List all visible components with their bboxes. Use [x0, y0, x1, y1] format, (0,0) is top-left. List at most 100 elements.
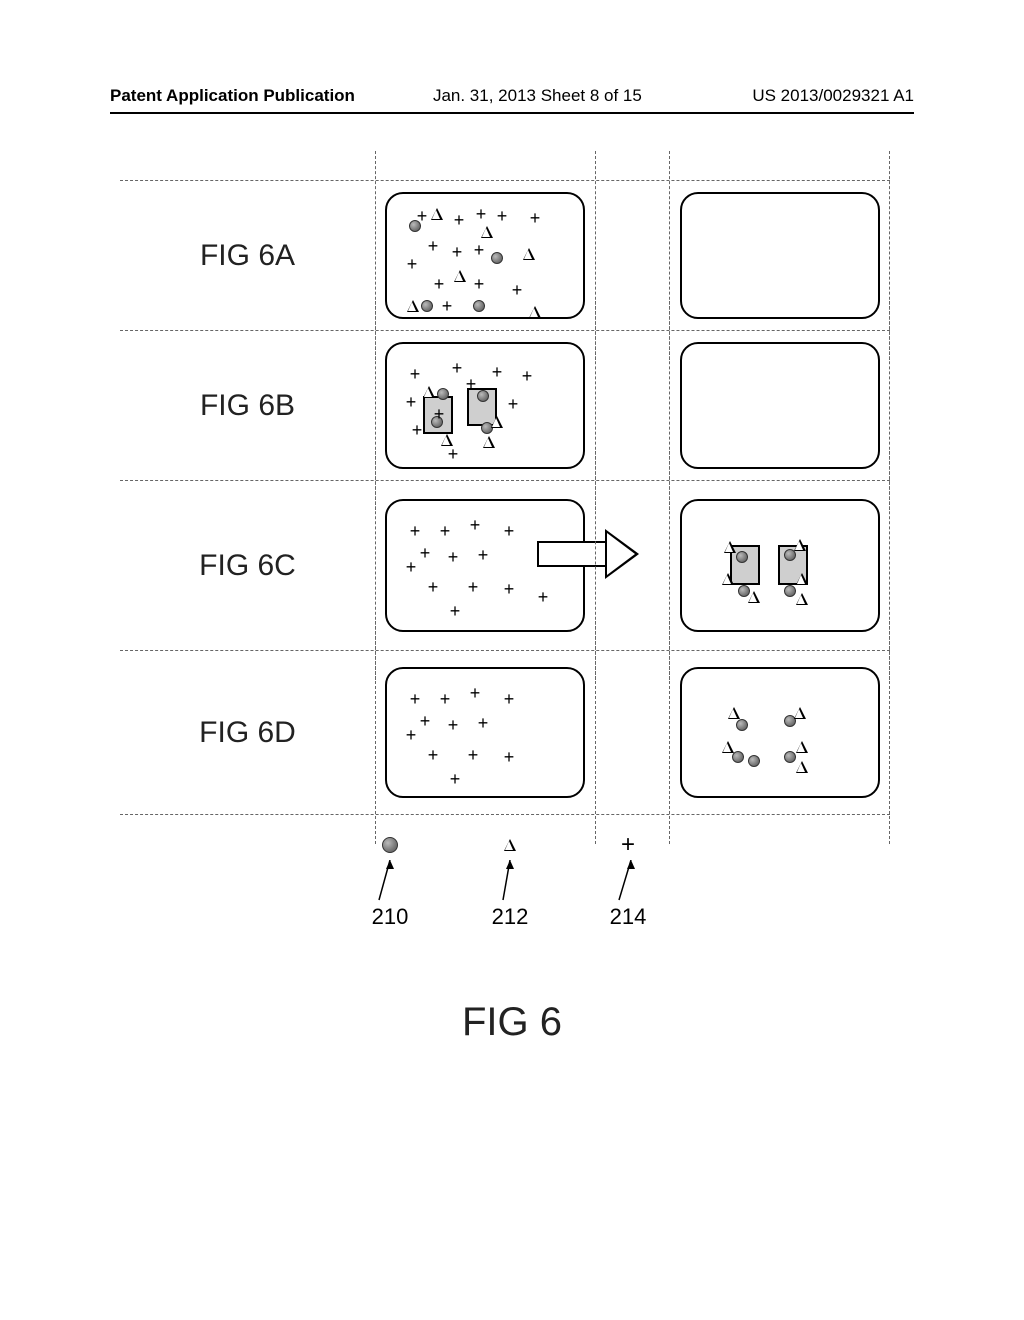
- plus-icon: +: [508, 398, 519, 410]
- row-label-text: FIG 6C: [199, 549, 296, 583]
- grid-vline: [595, 621, 596, 844]
- plus-icon: +: [406, 729, 417, 741]
- plus-icon: +: [410, 693, 421, 705]
- well-6b-right: [670, 331, 890, 480]
- triangle-icon: [796, 741, 808, 753]
- plus-icon: +: [504, 583, 515, 595]
- plus-icon: +: [583, 830, 673, 860]
- plus-icon: +: [452, 362, 463, 374]
- leader-line-icon: [345, 860, 435, 900]
- plus-icon: +: [522, 370, 533, 382]
- row-label: FIG 6C: [120, 481, 375, 650]
- triangle-icon: [529, 306, 541, 318]
- plus-icon: +: [417, 210, 428, 222]
- plus-icon: +: [412, 424, 423, 436]
- legend-ref: 210: [345, 904, 435, 930]
- triangle-icon: [796, 573, 808, 585]
- triangle-icon: [722, 741, 734, 753]
- plus-icon: +: [504, 693, 515, 705]
- triangle-icon: [728, 707, 740, 719]
- well-6c-right: [670, 481, 890, 650]
- header-left: Patent Application Publication: [110, 86, 355, 106]
- plus-icon: +: [468, 581, 479, 593]
- triangle-icon: [796, 593, 808, 605]
- leader-line-icon: [465, 860, 555, 900]
- triangle-icon: [794, 707, 806, 719]
- circle-icon: [736, 719, 748, 731]
- triangle-icon: [407, 300, 419, 312]
- plus-icon: +: [538, 591, 549, 603]
- well-6d-right: [670, 651, 890, 814]
- well: [680, 667, 880, 798]
- row-6d: FIG 6D ++++++++++++: [120, 650, 890, 815]
- plus-icon: +: [470, 687, 481, 699]
- row-label-text: FIG 6D: [199, 716, 296, 750]
- well: ++++++++++++: [385, 667, 585, 798]
- circle-icon: [736, 551, 748, 563]
- figure-title: FIG 6: [0, 1000, 1024, 1045]
- circle-icon: [421, 300, 433, 312]
- plus-icon: +: [407, 258, 418, 270]
- plus-icon: +: [450, 605, 461, 617]
- plus-icon: +: [452, 246, 463, 258]
- row-label: FIG 6A: [120, 181, 375, 330]
- triangle-icon: [465, 830, 555, 860]
- plus-icon: +: [530, 212, 541, 224]
- legend-item-triangle: 212: [465, 830, 555, 930]
- legend: 210 212 + 214: [345, 830, 725, 950]
- plus-icon: +: [434, 278, 445, 290]
- header-right: US 2013/0029321 A1: [752, 86, 914, 106]
- row-label: FIG 6B: [120, 331, 375, 480]
- plus-icon: +: [410, 368, 421, 380]
- circle-icon: [345, 830, 435, 860]
- row-label-text: FIG 6A: [200, 239, 295, 273]
- plus-icon: +: [478, 717, 489, 729]
- plus-icon: +: [410, 525, 421, 537]
- grid-vline: [889, 621, 890, 844]
- well-6a-left: +++++++++++++: [375, 181, 595, 330]
- legend-item-circle: 210: [345, 830, 435, 930]
- circle-icon: [784, 585, 796, 597]
- well-6d-left: ++++++++++++: [375, 651, 595, 814]
- plus-icon: +: [450, 773, 461, 785]
- plus-icon: +: [428, 240, 439, 252]
- triangle-icon: [523, 248, 535, 260]
- circle-icon: [473, 300, 485, 312]
- gap: [595, 651, 670, 814]
- legend-item-plus: + 214: [583, 830, 673, 930]
- circle-icon: [477, 390, 489, 402]
- triangle-icon: [748, 591, 760, 603]
- circle-icon: [491, 252, 503, 264]
- well-6c-left: +++++++++++++: [375, 481, 595, 650]
- plus-icon: +: [442, 300, 453, 312]
- plus-icon: +: [420, 715, 431, 727]
- plus-icon: +: [492, 366, 503, 378]
- row-6b: FIG 6B ++++++++++: [120, 330, 890, 480]
- plus-icon: +: [448, 551, 459, 563]
- plus-icon: +: [406, 396, 417, 408]
- plus-icon: +: [428, 581, 439, 593]
- plus-icon: +: [497, 210, 508, 222]
- plus-icon: +: [474, 244, 485, 256]
- well: [680, 192, 880, 319]
- triangle-icon: [796, 761, 808, 773]
- row-6c: FIG 6C +++++++++++++: [120, 480, 890, 650]
- plus-icon: +: [476, 208, 487, 220]
- plus-icon: +: [504, 525, 515, 537]
- plus-icon: +: [468, 749, 479, 761]
- gap: [595, 481, 670, 650]
- triangle-icon: [722, 573, 734, 585]
- gap: [595, 181, 670, 330]
- triangle-icon: [423, 386, 435, 398]
- plus-icon: +: [420, 547, 431, 559]
- legend-ref: 214: [583, 904, 673, 930]
- plus-icon: +: [466, 378, 477, 390]
- header-middle: Jan. 31, 2013 Sheet 8 of 15: [433, 86, 642, 106]
- circle-icon: [784, 751, 796, 763]
- triangle-icon: [431, 208, 443, 220]
- plus-icon: +: [504, 751, 515, 763]
- plus-icon: +: [470, 519, 481, 531]
- triangle-icon: [483, 436, 495, 448]
- row-6a: FIG 6A +++++++++++++: [120, 180, 890, 330]
- row-label: FIG 6D: [120, 651, 375, 814]
